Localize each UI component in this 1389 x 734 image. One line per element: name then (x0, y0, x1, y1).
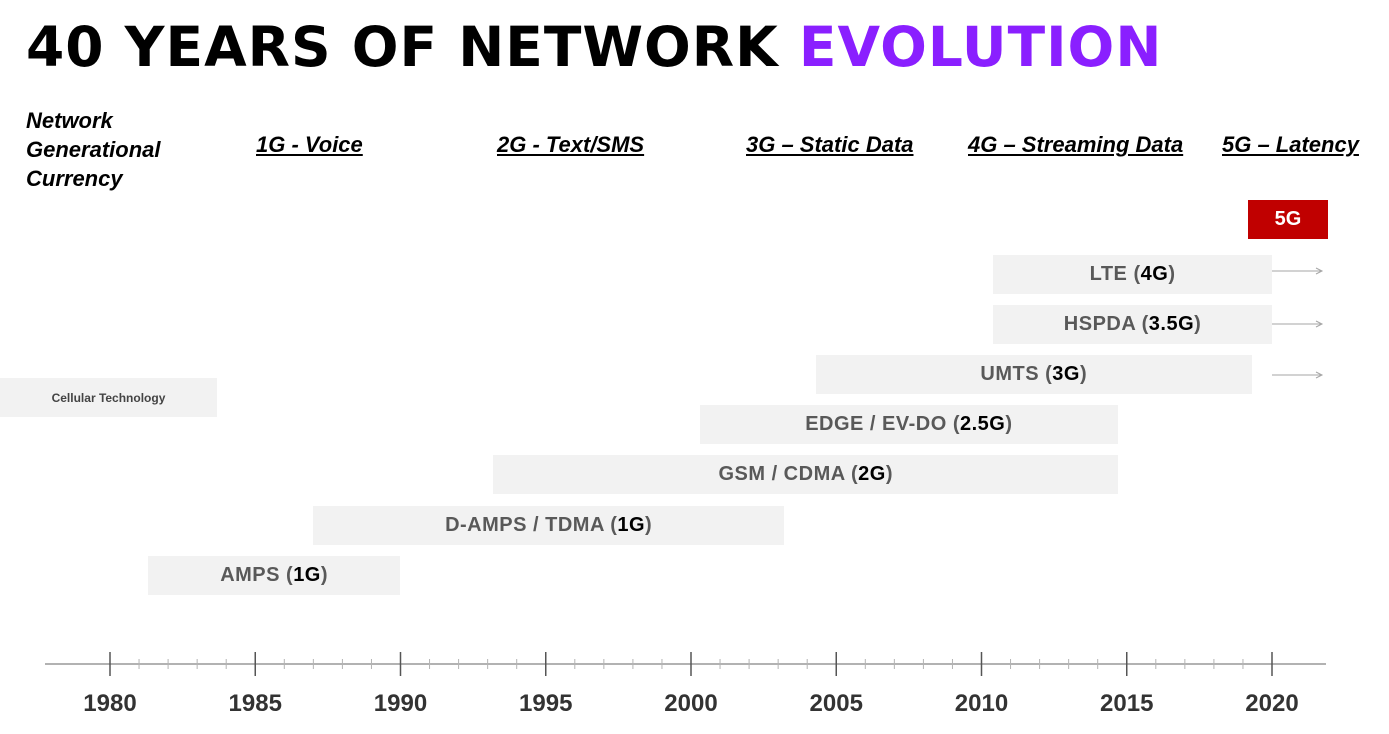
tech-bar-name: UMTS ( (980, 363, 1053, 385)
year-label-1990: 1990 (373, 690, 428, 717)
tech-bar-gen: 3G (1052, 363, 1080, 385)
arrow-right-icon (1272, 371, 1324, 379)
tech-bar-name: HSPDA ( (1063, 313, 1149, 335)
timeline-axis (45, 652, 1326, 676)
tech-bar-gen: 3.5G (1148, 313, 1195, 335)
tech-bar-close: ) (1194, 313, 1202, 335)
cellular-technology-label: Cellular Technology (0, 378, 217, 417)
tech-bar-name: EDGE / EV-DO ( (805, 413, 960, 435)
generation-heading-3g: 3G – Static Data (746, 132, 914, 157)
year-label-2010: 2010 (954, 690, 1009, 717)
tech-bar-close: ) (645, 514, 653, 536)
tech-bar-lte: LTE (4G) (993, 255, 1272, 294)
tech-bar-damps-tdma: D-AMPS / TDMA (1G) (313, 506, 784, 545)
tech-bar-name: GSM / CDMA ( (718, 463, 859, 485)
tech-bar-name: AMPS ( (220, 564, 294, 586)
year-label-2015: 2015 (1100, 690, 1154, 717)
timeline-ticks (109, 652, 1273, 676)
tech-bar-close: ) (1079, 363, 1088, 385)
generation-heading-1g: 1G - Voice (256, 132, 363, 157)
year-label-1995: 1995 (519, 690, 573, 717)
tech-bar-gen: 1G (293, 564, 321, 586)
title-main: 40 YEARS OF NETWORK (26, 15, 779, 79)
arrow-right-icon (1272, 320, 1324, 328)
tech-bar-close: ) (1168, 263, 1176, 285)
tech-bar-amps: AMPS (1G) (147, 556, 401, 595)
tech-bar-close: ) (1005, 413, 1013, 435)
page-title: 40 YEARS OF NETWORK EVOLUTION (26, 14, 1162, 80)
arrow-right-icon (1272, 267, 1324, 275)
year-label-1985: 1985 (228, 690, 282, 717)
year-label-1980: 1980 (83, 690, 137, 717)
generation-heading-4g: 4G – Streaming Data (968, 132, 1184, 157)
generation-heading-5g: 5G – Latency (1222, 132, 1359, 157)
tech-bar-gsm-cdma: GSM / CDMA (2G) (493, 455, 1119, 494)
5g-badge: 5G (1248, 200, 1328, 239)
tech-bar-close: ) (885, 463, 894, 485)
year-label-2005: 2005 (809, 690, 863, 717)
tech-bar-edge-evdo: EDGE / EV-DO (2.5G) (699, 405, 1119, 444)
tech-bar-umts: UMTS (3G) (815, 355, 1252, 394)
year-label-2020: 2020 (1245, 690, 1299, 717)
tech-bar-name: LTE ( (1089, 263, 1141, 285)
title-accent: EVOLUTION (798, 15, 1163, 79)
tech-bar-name: D-AMPS / TDMA ( (445, 514, 618, 536)
tech-bar-gen: 2G (858, 463, 886, 485)
tech-bar-gen: 2.5G (960, 413, 1006, 435)
year-label-2000: 2000 (664, 690, 718, 717)
tech-bar-gen: 4G (1140, 263, 1169, 285)
generational-currency-label: Network Generational Currency (26, 108, 161, 191)
tech-bar-close: ) (320, 564, 329, 586)
generation-heading-2g: 2G - Text/SMS (497, 132, 645, 157)
tech-bar-hspda: HSPDA (3.5G) (993, 305, 1272, 344)
tech-bar-gen: 1G (617, 514, 646, 536)
